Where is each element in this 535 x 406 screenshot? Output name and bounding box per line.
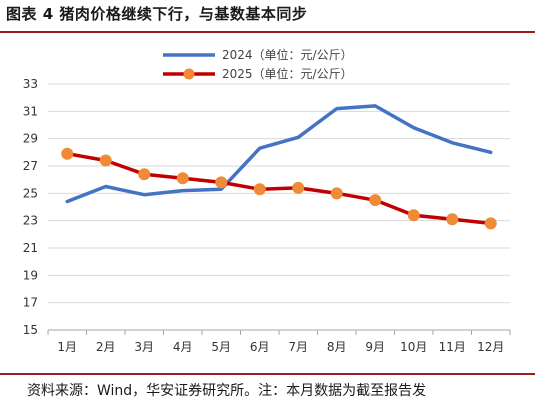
x-tick-labels: 1月 2月 3月 4月 5月 6月 7月 8月 9月 10月 11月 12月 [57, 340, 504, 354]
x-tick-label: 9月 [365, 340, 385, 354]
y-tick-label: 27 [23, 159, 38, 173]
series-2025-point [407, 209, 420, 222]
x-tick-label: 11月 [439, 340, 466, 354]
y-tick-label: 31 [23, 104, 38, 118]
y-tick-labels: 15 17 19 21 23 25 27 29 31 33 [23, 77, 38, 337]
x-tick-label: 10月 [400, 340, 427, 354]
legend-label-2025: 2025（单位：元/公斤） [222, 66, 353, 81]
y-tick-label: 23 [23, 214, 38, 228]
series-2025-point [330, 187, 343, 200]
series-2025-point [253, 183, 266, 196]
x-tick-label: 2月 [96, 340, 116, 354]
y-tick-label: 19 [23, 268, 38, 282]
x-tick-label: 6月 [250, 340, 270, 354]
series-2025-point [99, 154, 112, 167]
series-group [61, 104, 497, 230]
series-2024-line [65, 104, 493, 204]
series-2025-point [446, 213, 459, 226]
bottom-rule [0, 373, 535, 375]
source-note: 资料来源：Wind，华安证券研究所。注：本月数据为截至报告发 [27, 383, 427, 399]
y-tick-label: 21 [23, 241, 38, 255]
series-2025-point [138, 168, 151, 181]
y-tick-label: 17 [23, 296, 38, 310]
series-2025-point [61, 147, 74, 160]
x-tick-label: 8月 [327, 340, 347, 354]
x-tick-label: 5月 [211, 340, 231, 354]
grid-lines [48, 83, 510, 304]
legend: 2024（单位：元/公斤） 2025（单位：元/公斤） [163, 47, 353, 81]
series-2025-point [176, 172, 189, 185]
y-tick-label: 25 [23, 186, 38, 200]
series-2025-line [65, 151, 493, 226]
series-2025-point [484, 217, 497, 230]
x-tick-label: 3月 [134, 340, 154, 354]
figure-title: 图表 4 猪肉价格继续下行，与基数基本同步 [6, 5, 308, 23]
y-tick-label: 29 [23, 132, 38, 146]
legend-marker-2025 [183, 68, 195, 80]
series-2025-point [215, 176, 228, 189]
series-2025-point [292, 181, 305, 194]
top-rule [0, 31, 535, 33]
axes [47, 329, 511, 335]
y-tick-label: 15 [23, 323, 38, 337]
x-tick-label: 12月 [477, 340, 504, 354]
x-tick-label: 4月 [173, 340, 193, 354]
legend-label-2024: 2024（单位：元/公斤） [222, 47, 353, 62]
x-tick-label: 1月 [57, 340, 77, 354]
y-tick-label: 33 [23, 77, 38, 91]
x-tick-label: 7月 [288, 340, 308, 354]
series-2025-point [369, 194, 382, 207]
